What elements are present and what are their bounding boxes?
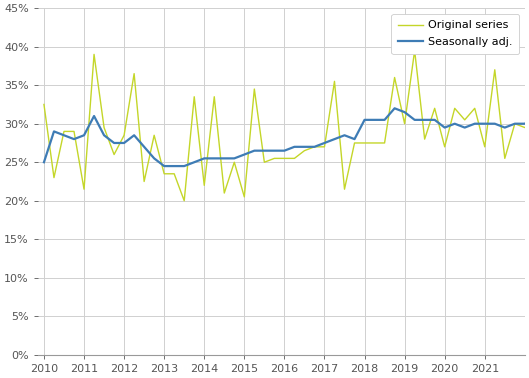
Original series: [181, 198, 187, 203]
Seasonally adj.: [61, 133, 67, 138]
Seasonally adj.: [161, 164, 167, 168]
Original series: [61, 129, 67, 134]
Line: Seasonally adj.: Seasonally adj.: [44, 108, 529, 166]
Original series: [101, 125, 107, 130]
Original series: [41, 102, 47, 107]
Seasonally adj.: [201, 156, 207, 161]
Line: Original series: Original series: [44, 51, 529, 201]
Original series: [131, 71, 138, 76]
Original series: [481, 144, 488, 149]
Legend: Original series, Seasonally adj.: Original series, Seasonally adj.: [391, 14, 519, 54]
Original series: [412, 48, 418, 53]
Seasonally adj.: [101, 133, 107, 138]
Original series: [351, 141, 358, 145]
Seasonally adj.: [351, 137, 358, 141]
Seasonally adj.: [131, 133, 138, 138]
Seasonally adj.: [481, 121, 488, 126]
Seasonally adj.: [391, 106, 398, 111]
Seasonally adj.: [41, 160, 47, 164]
Original series: [201, 183, 207, 187]
